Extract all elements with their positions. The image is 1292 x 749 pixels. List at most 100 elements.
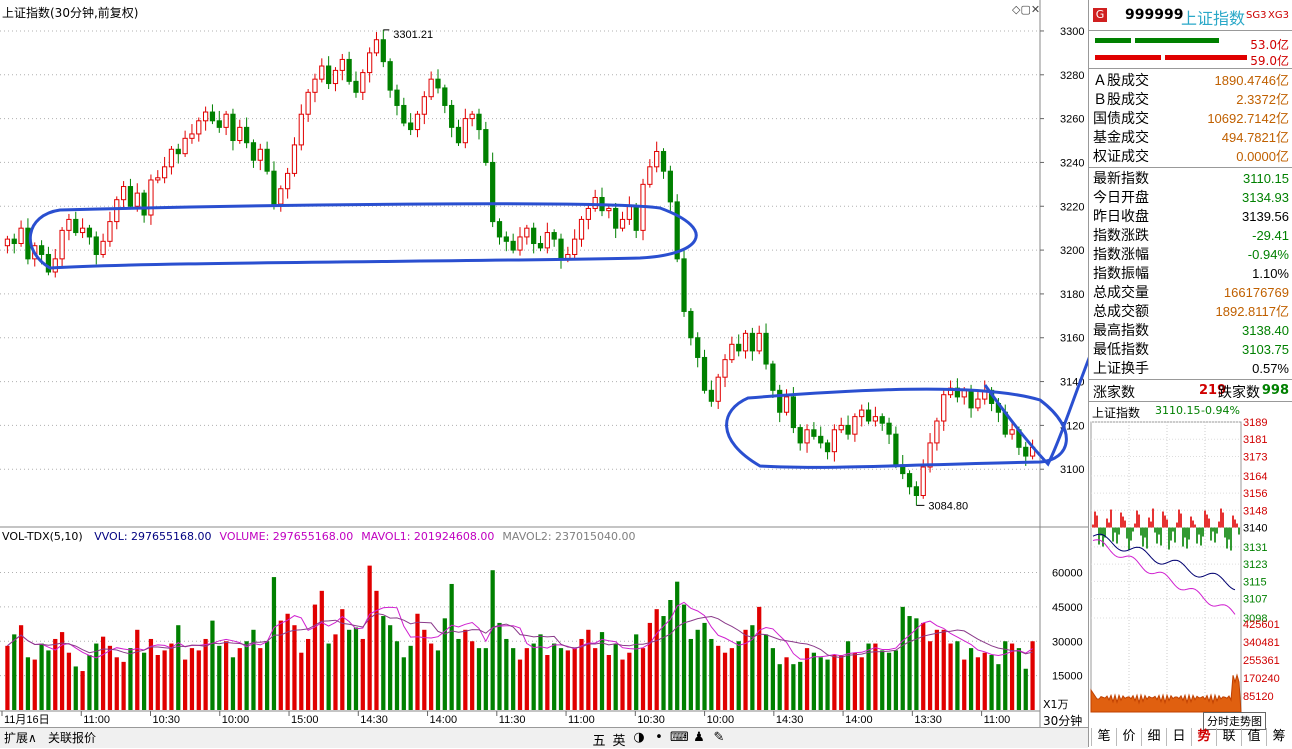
stat-row: 指数涨跌 -29.41 [1093,227,1289,245]
period-tab[interactable]: 价 [1116,728,1141,746]
candle-body [449,104,455,128]
volume-bar [176,625,181,710]
candlestick-chart[interactable]: 3100312031403160318032003220324032603280… [0,0,1088,727]
close-icon[interactable]: ✕ [1030,3,1041,16]
window-controls[interactable]: ◇▢✕ [1012,3,1040,16]
expand-tab[interactable]: 扩展∧ [4,731,37,745]
volume-bar [470,641,475,710]
mini-chart-title: 上证指数 [1092,406,1141,420]
annotation-ellipse-upper [28,202,698,270]
volume-bar [606,655,611,710]
volume-bar [818,657,823,710]
volume-bar [53,638,58,710]
volume-bar [716,645,721,710]
volume-bar [975,657,981,710]
candle-body [968,389,974,409]
mini-volume-label: 425601 [1243,619,1280,631]
price-tick-label: 3300 [1060,26,1084,38]
volume-bar [962,659,967,710]
period-tab[interactable]: 日 [1166,728,1191,746]
candle-body [483,129,489,163]
time-tick-label: 14:30 [360,714,388,726]
stat-row: 最低指数 3103.75 [1093,341,1289,359]
volume-bar [182,659,188,710]
stat-label: 总成交量 [1093,285,1149,301]
volume-bar [586,629,591,710]
period-tab[interactable]: 势 [1191,728,1216,746]
stat-value: 3139.56 [1242,209,1289,224]
candle-body [503,236,509,242]
period-tab[interactable]: 值 [1241,728,1266,746]
turnover-row: Ｂ股成交 2.3372亿 [1093,91,1289,109]
stat-label: 昨日收盘 [1093,209,1149,225]
price-tick-label: 3260 [1060,114,1084,126]
candle-body [585,207,591,220]
candle-body [647,166,653,185]
candle-body [859,409,865,418]
mini-price-label: 3123 [1243,559,1267,571]
volume-bar [661,616,666,710]
toolbar-tool-icon[interactable]: • [655,730,663,745]
toolbar-tool-icon[interactable]: ◑ [633,730,645,745]
candle-body [619,218,626,229]
tag-xg3[interactable]: XG3 [1268,10,1289,21]
intraday-mini-chart[interactable]: 3189 3181 3173 3164 3156 3148 3140 3131 3123 3115… [1089,418,1292,728]
candle-body [155,177,161,181]
volume-bar [1016,648,1022,710]
volume-bar [675,581,680,710]
bottom-toolbar: 扩展∧ 关联报价 五英 ◑ • ⌨ ♟ ✎ [0,727,1088,749]
candle-body [18,227,24,245]
toolbar-tool-icon[interactable]: 五 [592,734,606,749]
time-tick-label: 10:00 [222,714,250,726]
toolbar-tool-icon[interactable]: ♟ [693,730,705,745]
time-tick-label: 11:30 [499,714,526,726]
volume-bar [442,618,447,710]
stat-label: 上证换手 [1093,361,1149,377]
maximize-icon[interactable]: ▢ [1020,3,1031,16]
candle-body [339,58,345,71]
toolbar-tool-icon[interactable]: ✎ [713,730,725,745]
period-tab[interactable]: 筹 [1266,728,1291,746]
volume-bar [859,657,864,710]
candle-body [517,236,523,251]
candle-body [387,61,393,91]
volume-bar [839,655,844,710]
volume-bar [880,650,885,710]
candle-body [319,65,325,80]
tag-sg3[interactable]: SG3 [1246,10,1267,21]
stat-row: 总成交额 1892.8117亿 [1093,303,1289,321]
volume-bar [100,636,106,710]
volume-bar [688,638,693,710]
mini-volume-label: 85120 [1243,691,1274,703]
time-tick-label: 15:00 [291,714,319,726]
volume-bar [982,652,987,710]
volume-bar [278,620,283,710]
volume-bar [148,638,154,710]
period-label[interactable]: 30分钟 [1043,714,1083,728]
volume-bar [367,565,372,710]
volume-bar [852,652,858,710]
volume-bar [579,638,584,710]
volume-tick-label: 45000 [1052,602,1083,614]
volume-bar [463,629,468,710]
candle-body [578,218,585,240]
toolbar-tool-icon[interactable]: ⌨ [670,730,689,745]
stat-value: 3110.15 [1242,171,1289,186]
period-tab[interactable]: 联 [1216,728,1241,746]
restore-icon[interactable]: ◇ [1012,3,1021,16]
volume-bar [866,643,871,710]
candle-body [934,420,940,444]
volume-bar [312,604,318,710]
volume-bar [490,570,495,710]
period-tab[interactable]: 笔 [1091,728,1116,746]
related-quote-tab[interactable]: 关联报价 [48,731,97,745]
volume-bar [224,641,229,710]
volume-bar [1023,668,1028,710]
main-chart-panel[interactable]: 上证指数(30分钟,前复权) ◇▢✕ 3100 3120 3140 3160 3180 3… [0,0,1088,747]
volume-bar [203,638,208,710]
intraday-chart-label[interactable]: 分时走势图 [1203,712,1266,730]
period-tab[interactable]: 细 [1141,728,1166,746]
annotation-ellipse-lower [725,387,1068,469]
candle-body [688,310,694,339]
toolbar-tool-icon[interactable]: 英 [612,734,626,749]
